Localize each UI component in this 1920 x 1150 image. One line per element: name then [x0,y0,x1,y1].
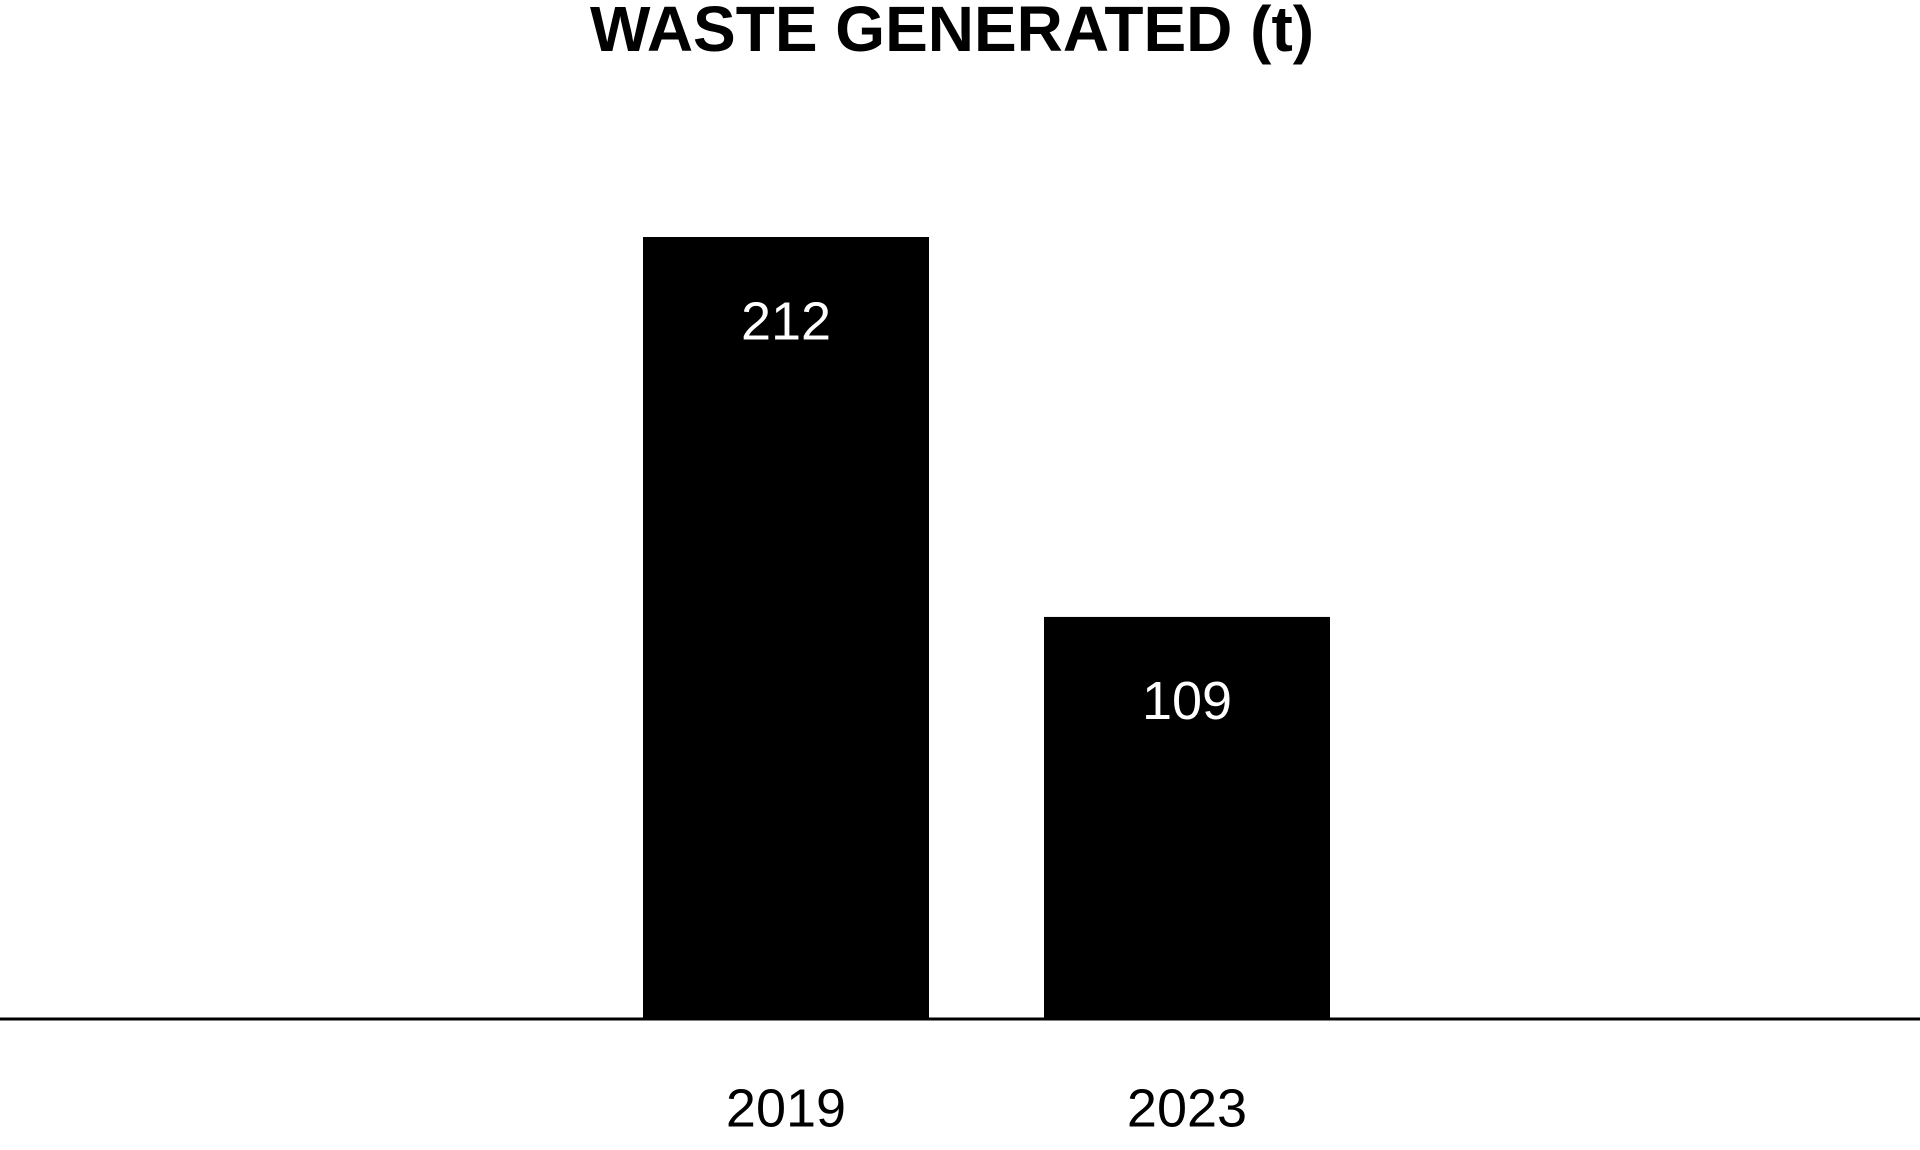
x-tick-label: 2019 [726,1078,846,1138]
bar [1044,616,1330,1019]
chart-title: WASTE GENERATED (t) [590,0,1314,65]
x-tick-label: 2023 [1127,1078,1247,1138]
bar [643,237,929,1019]
value-label: 212 [741,291,831,351]
value-label: 109 [1142,671,1232,731]
